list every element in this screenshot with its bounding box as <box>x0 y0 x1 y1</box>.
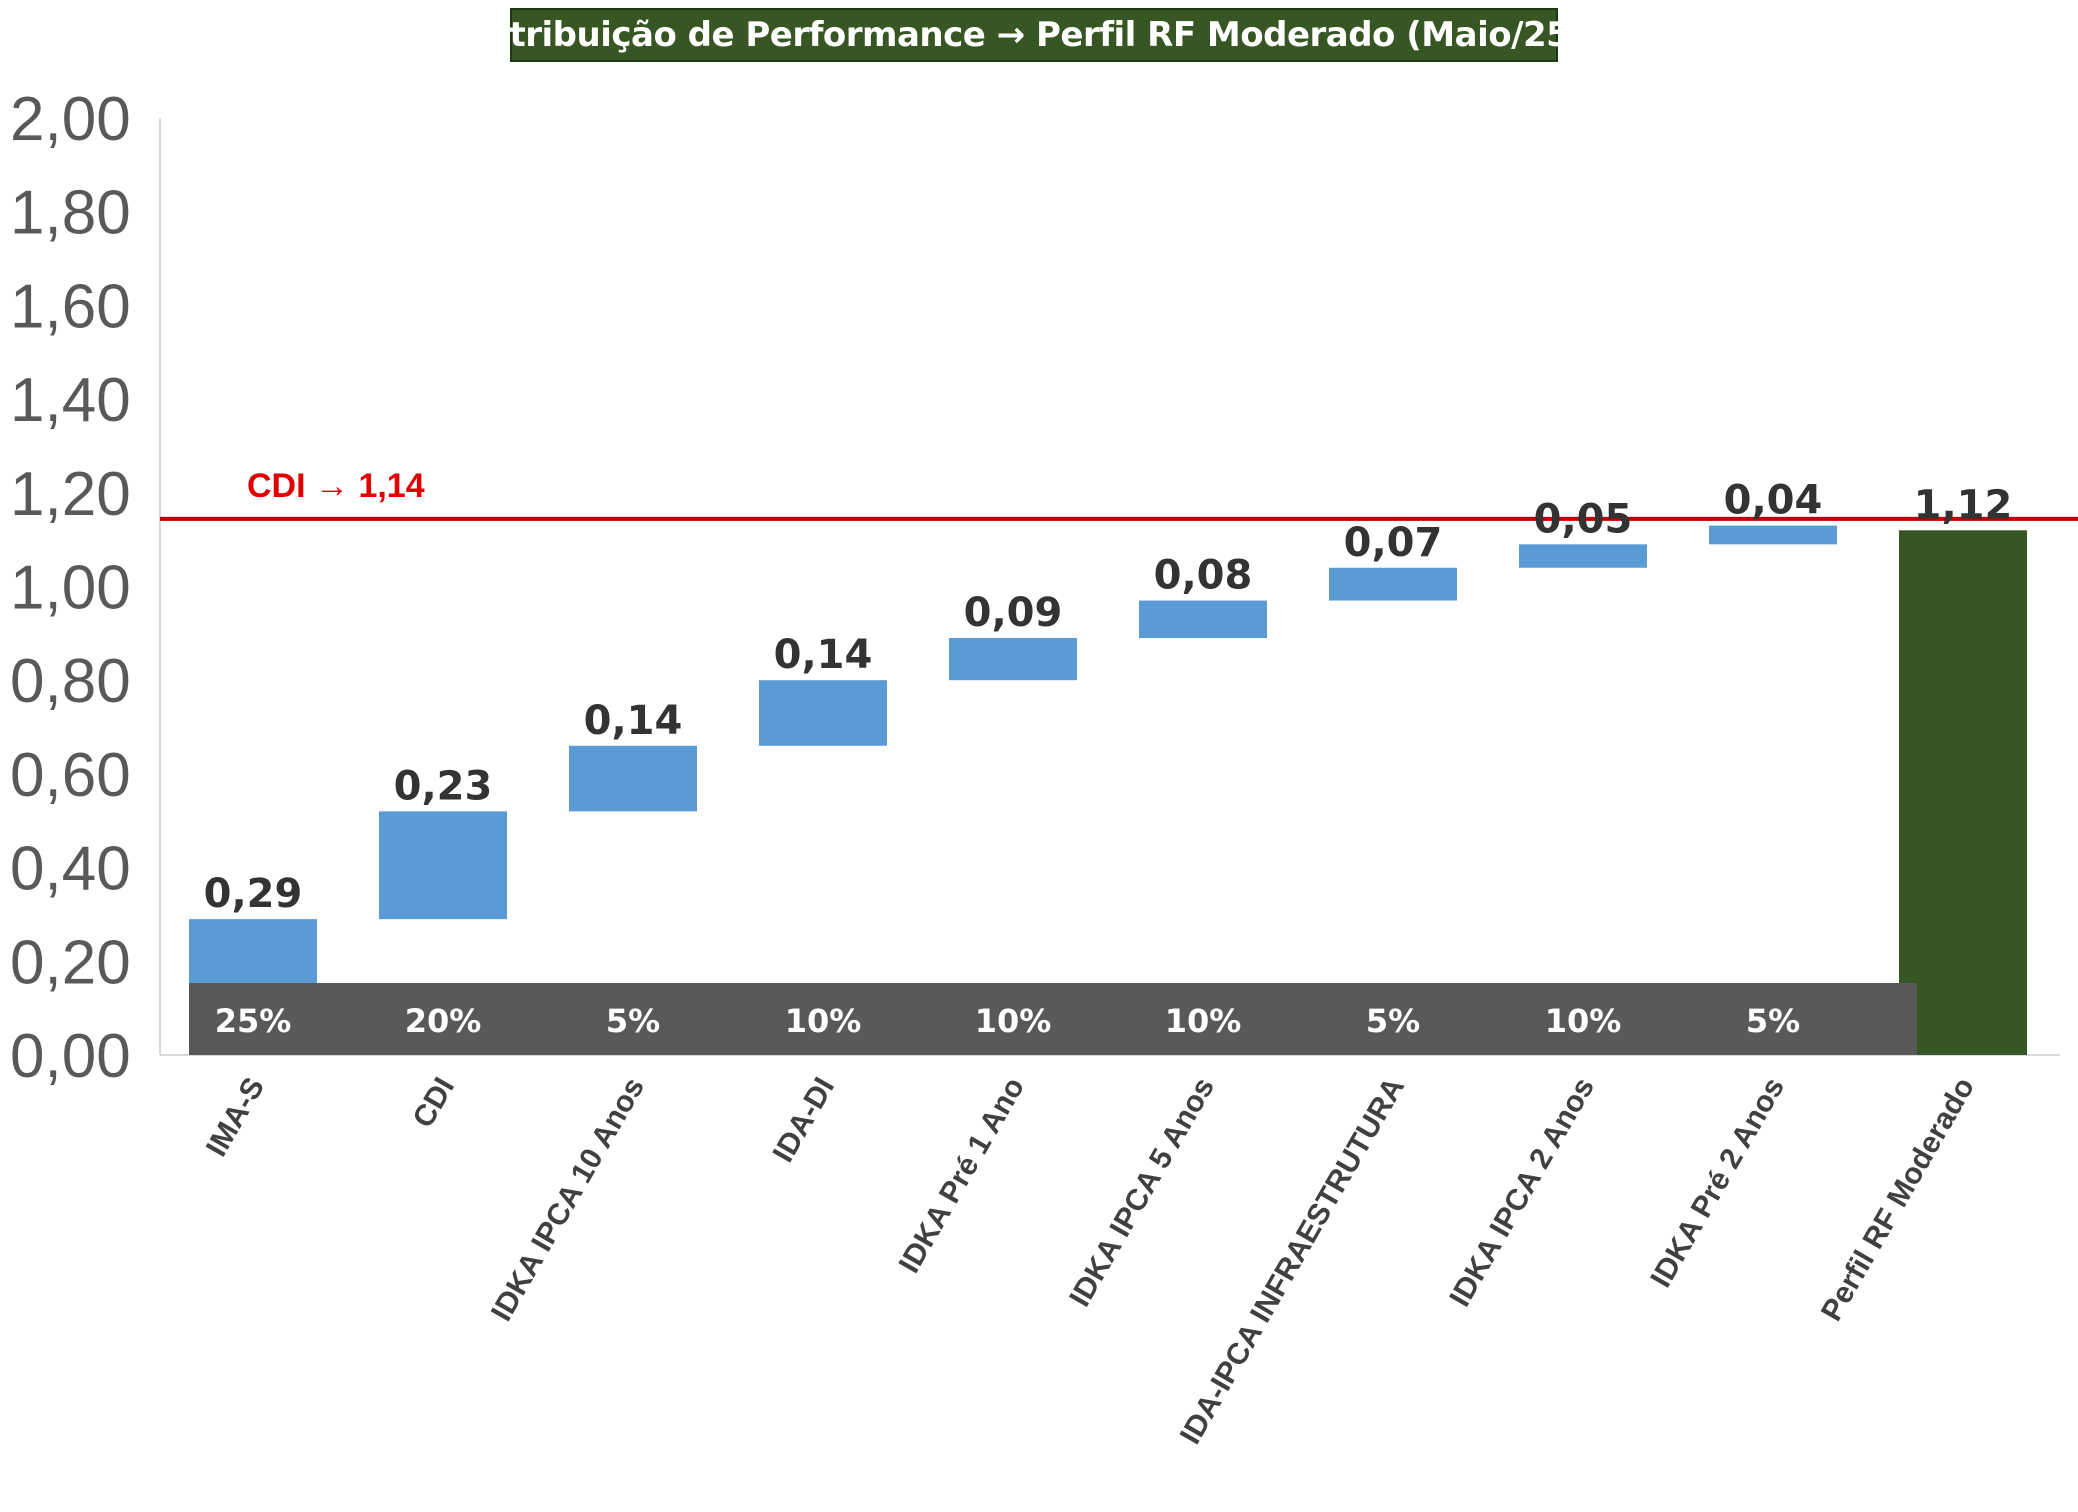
y-tick-label: 1,60 <box>10 272 131 341</box>
x-tick-label: CDI <box>407 1072 461 1133</box>
y-tick-label: 0,00 <box>10 1022 131 1091</box>
y-tick-label: 0,60 <box>10 741 131 810</box>
data-label: 0,08 <box>1154 553 1253 599</box>
x-tick-label: IDA-IPCA INFRAESTRUTURA <box>1174 1072 1411 1450</box>
increment-bar <box>1139 600 1267 639</box>
y-tick-label: 1,80 <box>10 179 131 248</box>
data-label: 0,07 <box>1344 520 1443 566</box>
x-tick-label: IDKA Pré 1 Ano <box>893 1072 1031 1279</box>
data-label: 0,09 <box>964 590 1063 636</box>
x-tick-label: IDKA IPCA 2 Anos <box>1443 1072 1601 1312</box>
weight-band-rect <box>189 983 1917 1055</box>
y-tick-label: 0,80 <box>10 647 131 716</box>
y-axis-ticks: 0,00 0,20 0,40 0,60 0,80 1,00 1,20 1,40 1,60 1,80… <box>10 85 131 1091</box>
x-tick-label: Perfil RF Moderado <box>1815 1072 1981 1327</box>
increment-bar <box>1329 567 1457 601</box>
weight-label: 10% <box>975 1002 1052 1040</box>
data-label: 0,14 <box>584 698 683 744</box>
weight-label: 10% <box>1165 1002 1242 1040</box>
increment-bar <box>949 638 1077 681</box>
data-label: 0,23 <box>394 763 493 809</box>
increment-bar <box>1709 525 1837 545</box>
total-bar <box>1899 530 2027 1055</box>
cdi-reference: CDI → 1,14 <box>160 467 2078 521</box>
x-tick-label: IDKA IPCA 10 Anos <box>485 1072 651 1327</box>
cdi-line-label: CDI → 1,14 <box>247 467 425 505</box>
data-labels: 0,29 0,23 0,14 0,14 0,09 0,08 0,07 0,05 0,04 1,12 <box>204 478 2013 918</box>
x-tick-label: IDKA IPCA 5 Anos <box>1063 1072 1221 1312</box>
x-tick-label: IMA-S <box>200 1072 271 1162</box>
weight-label: 5% <box>1366 1002 1420 1040</box>
y-tick-label: 0,20 <box>10 928 131 997</box>
weight-band: 25% 20% 5% 10% 10% 10% 5% 10% 5% <box>189 983 1917 1055</box>
increment-bar <box>379 811 507 920</box>
weight-label: 25% <box>215 1002 292 1040</box>
data-label: 0,04 <box>1724 478 1823 524</box>
increment-bar <box>569 745 697 812</box>
x-tick-label: IDKA Pré 2 Anos <box>1644 1072 1791 1293</box>
y-tick-label: 0,40 <box>10 835 131 904</box>
data-label: 0,05 <box>1534 496 1633 542</box>
y-tick-label: 1,20 <box>10 460 131 529</box>
y-tick-label: 1,40 <box>10 366 131 435</box>
increment-bar <box>759 680 887 746</box>
increment-bar <box>189 919 317 983</box>
data-label: 1,12 <box>1914 482 2013 528</box>
weight-label: 10% <box>785 1002 862 1040</box>
y-tick-label: 1,00 <box>10 554 131 623</box>
data-label: 0,14 <box>774 632 873 678</box>
weight-label: 5% <box>606 1002 660 1040</box>
increment-bar <box>1519 544 1647 568</box>
data-label: 0,29 <box>204 871 303 917</box>
x-axis-labels: IMA-S CDI IDKA IPCA 10 Anos IDA-DI IDKA Pré … <box>200 1072 1981 1450</box>
y-tick-label: 2,00 <box>10 85 131 154</box>
bars <box>189 525 2027 1055</box>
x-tick-label: IDA-DI <box>767 1072 841 1168</box>
weight-label: 5% <box>1746 1002 1800 1040</box>
weight-label: 20% <box>405 1002 482 1040</box>
weight-label: 10% <box>1545 1002 1622 1040</box>
chart-title: Atribuição de Performance → Perfil RF Mo… <box>483 15 1585 55</box>
chart-title-box: Atribuição de Performance → Perfil RF Mo… <box>484 8 1585 62</box>
